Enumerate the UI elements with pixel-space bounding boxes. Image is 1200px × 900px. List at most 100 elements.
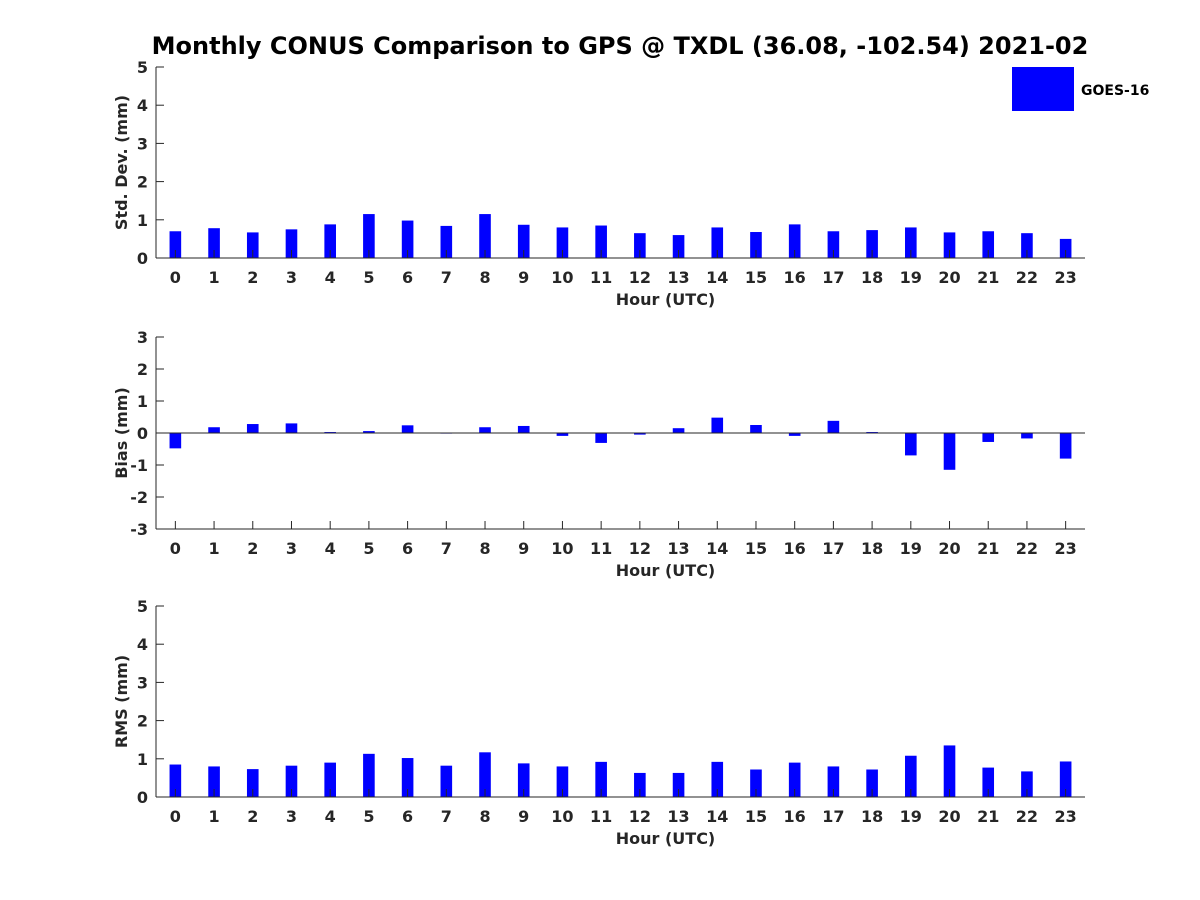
bias-xtick-label: 8 bbox=[479, 539, 490, 558]
rms-ytick-label: 0 bbox=[137, 788, 148, 807]
rms-xtick-label: 2 bbox=[247, 807, 258, 826]
bias-bar-22 bbox=[1021, 433, 1033, 439]
std-dev-xtick-label: 3 bbox=[286, 268, 297, 287]
bias-xtick-label: 18 bbox=[861, 539, 883, 558]
rms-xtick-label: 1 bbox=[208, 807, 219, 826]
rms-bar-1 bbox=[208, 766, 220, 797]
rms-xtick-label: 6 bbox=[402, 807, 413, 826]
rms-xtick-label: 10 bbox=[551, 807, 573, 826]
std-dev-xtick-label: 12 bbox=[629, 268, 651, 287]
bias-xtick-label: 10 bbox=[551, 539, 573, 558]
rms-bar-17 bbox=[827, 766, 840, 797]
bias-y-axis-label: Bias (mm) bbox=[112, 387, 131, 479]
rms-x-axis-label: Hour (UTC) bbox=[616, 829, 716, 848]
rms-ytick-label: 1 bbox=[137, 750, 148, 769]
std-dev-xtick-label: 20 bbox=[938, 268, 960, 287]
rms-xtick-label: 14 bbox=[706, 807, 728, 826]
legend-swatch bbox=[1012, 67, 1074, 111]
rms-bar-18 bbox=[866, 769, 878, 797]
std-dev-bar-2 bbox=[246, 232, 259, 258]
std-dev-bar-7 bbox=[440, 225, 453, 258]
std-dev-ytick-label: 5 bbox=[137, 58, 148, 77]
std-dev-xtick-label: 0 bbox=[170, 268, 181, 287]
rms-bar-0 bbox=[169, 764, 182, 797]
rms-bar-5 bbox=[363, 753, 375, 797]
rms-bar-23 bbox=[1059, 761, 1072, 797]
bias-bar-14 bbox=[711, 417, 724, 433]
bias-ytick-label: 1 bbox=[137, 392, 148, 411]
bias-xtick-label: 3 bbox=[286, 539, 297, 558]
bias-bar-15 bbox=[750, 425, 762, 433]
rms-bar-9 bbox=[517, 763, 530, 797]
rms-xtick-label: 18 bbox=[861, 807, 883, 826]
rms-y-axis-label: RMS (mm) bbox=[112, 655, 131, 748]
rms-bar-3 bbox=[285, 765, 298, 797]
rms-ytick-label: 5 bbox=[137, 597, 148, 616]
bias-bar-17 bbox=[827, 420, 840, 433]
rms-xtick-label: 22 bbox=[1016, 807, 1038, 826]
rms-xtick-label: 4 bbox=[325, 807, 336, 826]
std-dev-x-axis-label: Hour (UTC) bbox=[616, 290, 716, 309]
rms-bar-19 bbox=[905, 755, 917, 797]
rms-xtick-label: 23 bbox=[1055, 807, 1077, 826]
std-dev-bar-17 bbox=[827, 231, 840, 258]
bias-xtick-label: 21 bbox=[977, 539, 999, 558]
rms-xtick-label: 13 bbox=[667, 807, 689, 826]
bias-xtick-label: 16 bbox=[784, 539, 806, 558]
std-dev-bar-6 bbox=[401, 220, 414, 258]
bias-ytick-label: -1 bbox=[130, 456, 148, 475]
bias-bar-8 bbox=[479, 427, 491, 433]
bias-ytick-label: 2 bbox=[137, 360, 148, 379]
std-dev-bar-5 bbox=[363, 214, 375, 258]
rms-xtick-label: 5 bbox=[363, 807, 374, 826]
rms-bar-4 bbox=[324, 762, 336, 797]
std-dev-xtick-label: 19 bbox=[900, 268, 922, 287]
rms-ytick-label: 2 bbox=[137, 712, 148, 731]
rms-xtick-label: 8 bbox=[479, 807, 490, 826]
bias-xtick-label: 2 bbox=[247, 539, 258, 558]
bias-bar-0 bbox=[169, 433, 182, 449]
bias-xtick-label: 11 bbox=[590, 539, 612, 558]
bias-xtick-label: 20 bbox=[938, 539, 960, 558]
std-dev-xtick-label: 23 bbox=[1055, 268, 1077, 287]
std-dev-ytick-label: 1 bbox=[137, 211, 148, 230]
rms-xtick-label: 20 bbox=[938, 807, 960, 826]
bias-bar-1 bbox=[208, 427, 220, 433]
bias-bar-19 bbox=[905, 433, 917, 456]
bias-xtick-label: 13 bbox=[667, 539, 689, 558]
rms-bar-16 bbox=[788, 762, 801, 797]
rms-xtick-label: 16 bbox=[784, 807, 806, 826]
bias-bar-11 bbox=[595, 433, 607, 443]
std-dev-bar-10 bbox=[556, 227, 569, 258]
rms-xtick-label: 3 bbox=[286, 807, 297, 826]
bias-xtick-label: 22 bbox=[1016, 539, 1038, 558]
std-dev-bar-23 bbox=[1059, 238, 1072, 258]
rms-bar-13 bbox=[672, 772, 685, 797]
std-dev-bar-21 bbox=[982, 231, 995, 258]
rms-xtick-label: 15 bbox=[745, 807, 767, 826]
bias-bar-6 bbox=[401, 425, 414, 433]
rms-bar-15 bbox=[750, 769, 762, 797]
rms-xtick-label: 7 bbox=[441, 807, 452, 826]
std-dev-bar-15 bbox=[750, 232, 762, 258]
std-dev-xtick-label: 14 bbox=[706, 268, 728, 287]
bias-xtick-label: 15 bbox=[745, 539, 767, 558]
bias-xtick-label: 4 bbox=[325, 539, 336, 558]
std-dev-ytick-label: 0 bbox=[137, 249, 148, 268]
bias-xtick-label: 5 bbox=[363, 539, 374, 558]
rms-xtick-label: 12 bbox=[629, 807, 651, 826]
bias-bar-9 bbox=[517, 425, 530, 433]
std-dev-xtick-label: 2 bbox=[247, 268, 258, 287]
chart-title: Monthly CONUS Comparison to GPS @ TXDL (… bbox=[152, 32, 1089, 60]
std-dev-xtick-label: 16 bbox=[784, 268, 806, 287]
bias-bar-13 bbox=[672, 428, 685, 433]
std-dev-xtick-label: 1 bbox=[208, 268, 219, 287]
bias-ytick-label: 3 bbox=[137, 328, 148, 347]
std-dev-bar-1 bbox=[208, 228, 220, 258]
std-dev-xtick-label: 11 bbox=[590, 268, 612, 287]
rms-bar-20 bbox=[943, 745, 956, 797]
rms-bar-14 bbox=[711, 761, 724, 797]
std-dev-bar-11 bbox=[595, 225, 607, 258]
rms-ytick-label: 3 bbox=[137, 673, 148, 692]
